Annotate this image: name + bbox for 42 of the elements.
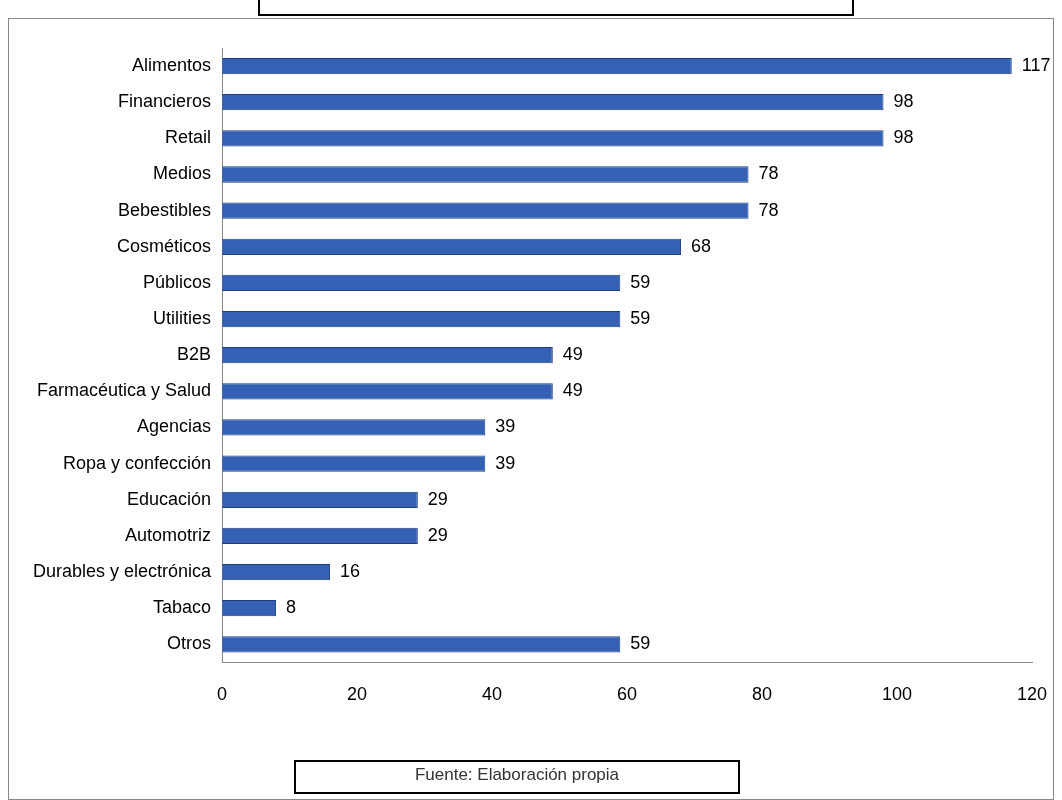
y-tick-label: Agencias [137,416,212,437]
y-tick-label: B2B [177,344,212,365]
data-label: 16 [340,561,361,582]
y-tick-label: Educación [127,488,212,509]
data-label: 49 [562,344,583,365]
y-tick-label: Financieros [118,91,212,112]
x-tick-label: 100 [881,684,913,705]
data-label: 8 [286,597,297,618]
y-tick-label: Ropa y confección [62,452,212,473]
y-tick-label: Públicos [143,271,212,292]
data-label: 59 [630,271,651,292]
x-tick-label: 20 [347,684,368,705]
data-label: 39 [495,452,516,473]
y-tick-label: Utilities [153,308,212,329]
y-tick-label: Bebestibles [118,199,212,220]
y-tick-label: Farmacéutica y Salud [37,380,212,401]
data-label: 98 [893,127,914,148]
y-tick-label: Automotriz [125,524,212,545]
source-note: Fuente: Elaboración propia [294,760,740,794]
y-tick-label: Tabaco [153,597,212,618]
y-tick-label: Otros [167,633,212,654]
y-tick-label: Alimentos [132,55,212,76]
y-tick-label: Cosméticos [117,235,212,256]
data-label: 59 [630,633,651,654]
data-label: 49 [562,380,583,401]
data-label: 59 [630,308,651,329]
data-label: 39 [495,416,516,437]
y-tick-label: Retail [165,127,212,148]
x-tick-label: 60 [617,684,638,705]
y-tick-label: Durables y electrónica [32,561,213,582]
data-label: 29 [427,524,448,545]
data-label: 98 [893,91,914,112]
y-tick-label: Medios [153,163,212,184]
data-label: 78 [758,163,779,184]
data-label: 29 [427,488,448,509]
x-tick-label: 120 [1016,684,1048,705]
x-tick-label: 80 [752,684,773,705]
data-label: 117 [1021,55,1051,76]
data-label: 68 [691,235,712,256]
x-tick-label: 40 [482,684,503,705]
data-label: 78 [758,199,779,220]
x-tick-label: 0 [217,684,228,705]
